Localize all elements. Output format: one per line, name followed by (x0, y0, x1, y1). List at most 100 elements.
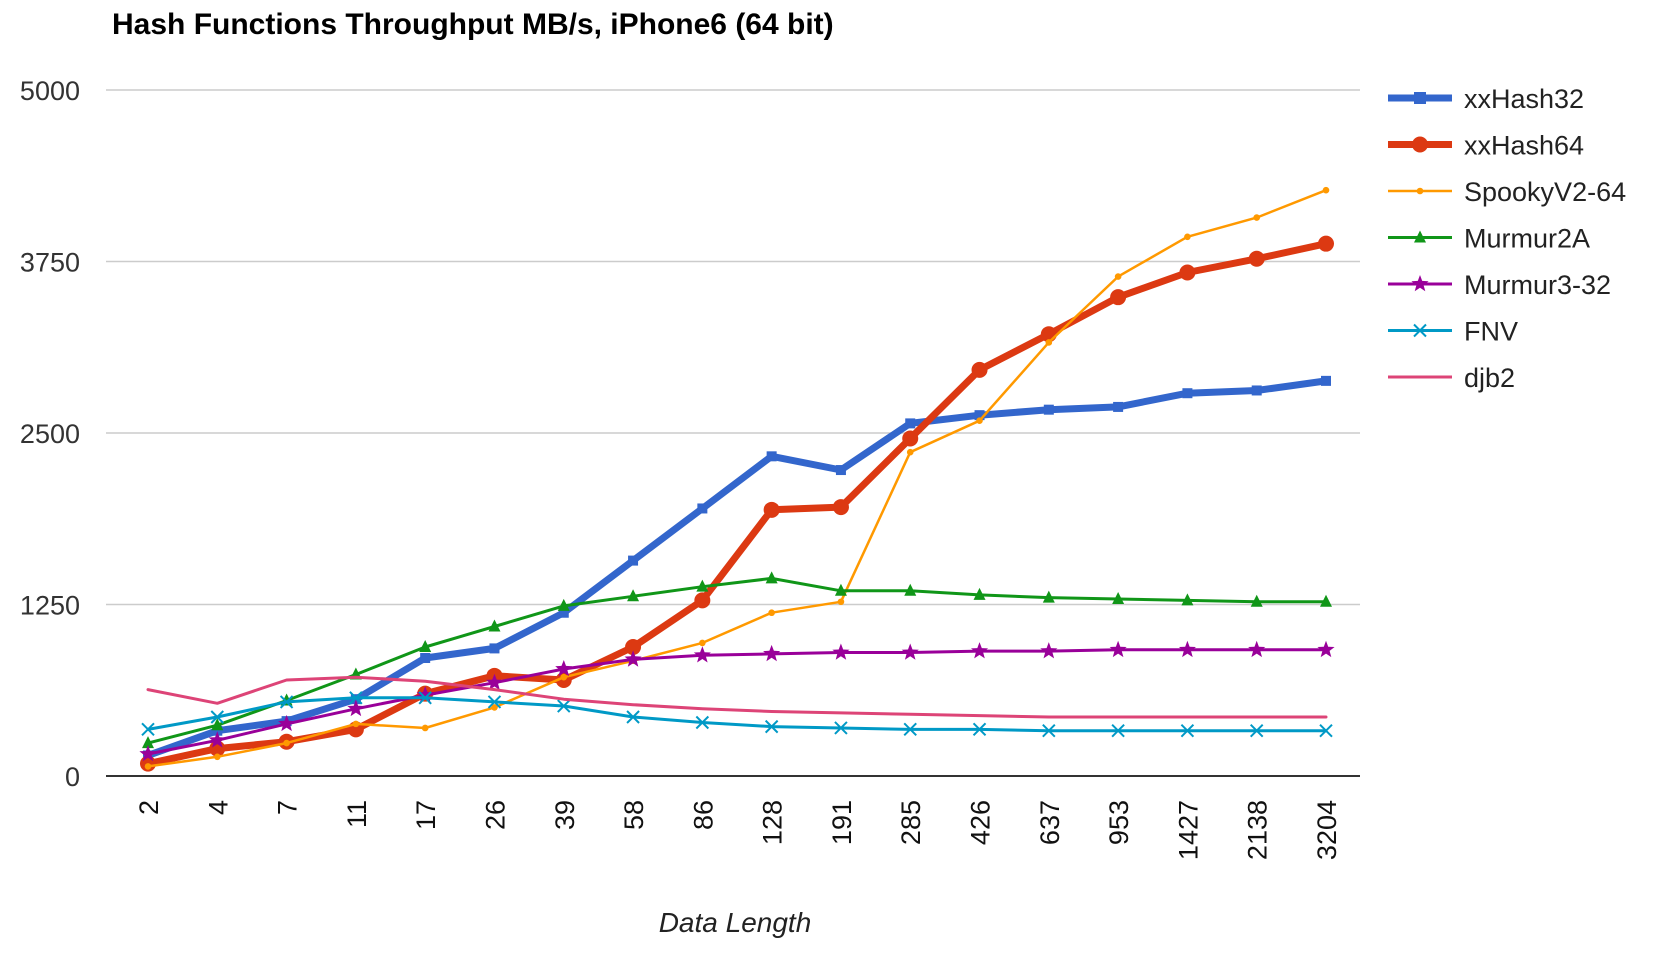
data-point (832, 499, 849, 516)
data-point (558, 607, 569, 618)
data-point (1414, 92, 1426, 104)
data-point (1184, 233, 1191, 241)
data-point (557, 598, 570, 611)
data-point (1178, 640, 1196, 658)
data-point (906, 448, 914, 456)
legend-item: xxHash64 (1388, 131, 1584, 161)
gridlines (106, 89, 1360, 777)
chart-title: Hash Functions Throughput MB/s, iPhone6 … (112, 8, 834, 41)
legend: xxHash32 xxHash64 SpookyV2-64 Murmur2A Murmu… (1388, 84, 1626, 393)
y-tick-label: 3750 (20, 248, 80, 278)
legend-label: djb2 (1464, 363, 1515, 393)
y-tick-label: 1250 (20, 591, 80, 621)
data-point (768, 609, 775, 617)
series-line (146, 188, 1328, 768)
data-point (1110, 289, 1127, 306)
data-point (627, 589, 640, 602)
series-line (144, 377, 1330, 759)
data-point (420, 653, 431, 664)
legend-label: FNV (1464, 317, 1518, 347)
data-point (1113, 401, 1124, 412)
data-point (1181, 593, 1194, 606)
data-point (1250, 594, 1263, 607)
data-point (697, 503, 708, 514)
x-tick-label: 953 (1104, 800, 1134, 845)
data-point (416, 686, 434, 703)
data-point (699, 639, 706, 647)
data-point (837, 598, 845, 606)
x-tick-label: 7 (273, 800, 303, 815)
data-point (974, 410, 985, 421)
data-point (695, 715, 710, 730)
legend-label: Murmur3-32 (1464, 270, 1611, 300)
data-point (278, 714, 296, 732)
data-point (491, 704, 498, 711)
data-point (766, 451, 777, 462)
x-tick-label: 11 (342, 800, 372, 828)
legend-item: FNV (1388, 317, 1518, 347)
data-point (905, 418, 916, 429)
series-fnv (141, 691, 1333, 738)
data-point (834, 721, 848, 735)
series-murmur3-32 (139, 640, 1335, 762)
data-point (626, 710, 640, 724)
data-point (1414, 230, 1426, 243)
data-point (763, 501, 780, 518)
data-point (419, 640, 432, 653)
data-point (208, 731, 226, 748)
data-point (1413, 323, 1427, 338)
legend-item: SpookyV2-64 (1388, 177, 1626, 207)
x-tick-label: 2138 (1243, 800, 1273, 860)
data-point (696, 579, 709, 592)
x-tick-label: 86 (688, 800, 718, 830)
data-point (211, 718, 224, 731)
data-point (555, 660, 573, 677)
data-point (835, 465, 846, 476)
x-axis-label: Data Length (659, 907, 812, 938)
data-point (1112, 592, 1125, 605)
data-point (352, 720, 360, 728)
data-point (141, 722, 155, 737)
data-point (765, 571, 778, 584)
data-point (1109, 640, 1127, 658)
x-tick-label: 285 (896, 800, 926, 845)
x-tick-label: 4 (203, 800, 233, 815)
data-point (763, 644, 781, 662)
data-point (1045, 339, 1053, 346)
x-tick-label: 2 (134, 800, 164, 815)
y-tick-label: 2500 (20, 419, 80, 449)
y-axis-ticks: 0 1250 2500 3750 5000 (20, 76, 80, 792)
series-line (144, 240, 1330, 768)
data-point (1182, 388, 1193, 399)
data-point (903, 722, 917, 737)
data-point (213, 753, 221, 761)
data-point (901, 643, 919, 660)
data-point (764, 719, 779, 734)
data-point (1248, 250, 1265, 267)
data-point (347, 699, 365, 717)
data-point (283, 739, 290, 747)
series-layer (139, 186, 1335, 772)
data-point (1179, 264, 1196, 281)
data-point (971, 361, 988, 378)
legend-label: Murmur2A (1464, 224, 1590, 254)
data-point (560, 673, 568, 681)
x-tick-label: 128 (758, 800, 788, 845)
data-point (557, 699, 571, 713)
data-point (1411, 275, 1429, 292)
x-tick-label: 26 (480, 800, 510, 830)
series-line (146, 648, 1328, 756)
data-point (488, 619, 501, 632)
data-point (694, 592, 711, 609)
data-point (1253, 214, 1261, 221)
series-xxhash64 (140, 235, 1334, 772)
data-point (1114, 273, 1122, 280)
data-point (904, 583, 917, 596)
data-point (971, 642, 989, 659)
data-point (1322, 186, 1330, 194)
data-point (144, 763, 152, 770)
legend-item: djb2 (1388, 363, 1515, 393)
data-point (279, 695, 294, 709)
x-tick-label: 58 (619, 800, 649, 830)
x-tick-label: 426 (966, 800, 996, 845)
